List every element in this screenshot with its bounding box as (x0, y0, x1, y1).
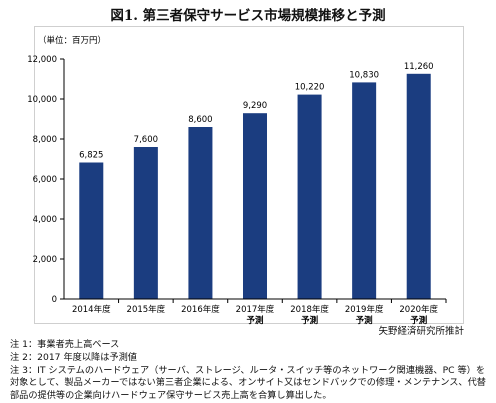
x-tick-label: 2017年度 (236, 304, 275, 315)
x-tick-label: 2014年度 (72, 304, 111, 315)
footnotes: 注 1：事業者売上高ベース 注 2：2017 年度以降は予測値 注 3：IT シ… (10, 339, 486, 403)
x-axis: 2014年度 2015年度 2016年度 2017年度予測2018年度予測2019年度… (64, 298, 447, 326)
x-tick-label: 2020年度 (399, 304, 438, 315)
y-tick-label: 4,000 (33, 215, 57, 225)
chart-title: 図1. 第三者保守サービス市場規模推移と予測 (110, 8, 386, 24)
bars: 6,825 7,600 8,600 9,290 10,220 10,830 11,260 (79, 62, 434, 300)
data-label: 7,600 (134, 135, 158, 145)
x-tick-label: 予測 (246, 315, 264, 326)
bar (297, 94, 322, 299)
x-tick-label: 予測 (356, 315, 374, 326)
y-axis: 0 2,000 4,000 6,000 8,000 10,000 12,000 (27, 55, 65, 305)
data-label: 6,825 (79, 151, 103, 161)
x-tick-label: 2016年度 (181, 304, 220, 315)
bar (188, 127, 213, 299)
footnote-1: 注 1：事業者売上高ベース (10, 339, 120, 350)
y-tick-label: 6,000 (33, 175, 57, 185)
bar (79, 162, 104, 299)
footnote-2: 注 2：2017 年度以降は予測値 (10, 351, 137, 363)
data-label: 8,600 (188, 115, 212, 125)
bar (352, 82, 377, 300)
data-label: 9,290 (243, 101, 267, 111)
data-label: 10,220 (295, 83, 325, 93)
chart-frame (34, 26, 464, 324)
data-label: 10,830 (349, 70, 379, 80)
y-axis-unit-label: （単位：百万円） (38, 35, 106, 46)
y-tick-label: 12,000 (27, 55, 57, 65)
bar (406, 73, 431, 299)
x-tick-label: 予測 (301, 315, 319, 326)
x-tick-label: 2015年度 (127, 304, 166, 315)
source-credit: 矢野経済研究所推計 (378, 326, 464, 337)
x-tick-label: 2018年度 (290, 304, 329, 315)
y-tick-label: 8,000 (33, 135, 57, 145)
y-tick-label: 10,000 (27, 95, 57, 105)
y-tick-label: 0 (52, 295, 57, 305)
bar (133, 147, 158, 299)
x-tick-label: 2019年度 (345, 304, 384, 315)
y-tick-label: 2,000 (33, 255, 57, 265)
bar-chart: （単位：百万円） 0 2,000 4,000 6,000 8,000 10,000 12,0… (27, 35, 447, 326)
footnote-3: 注 3：IT システムのハードウェア（サーバ、ストレージ、ルータ・スイッチ等のネ… (10, 364, 486, 402)
bar (242, 113, 268, 299)
data-label: 11,260 (404, 62, 434, 72)
x-tick-label: 予測 (410, 315, 428, 326)
